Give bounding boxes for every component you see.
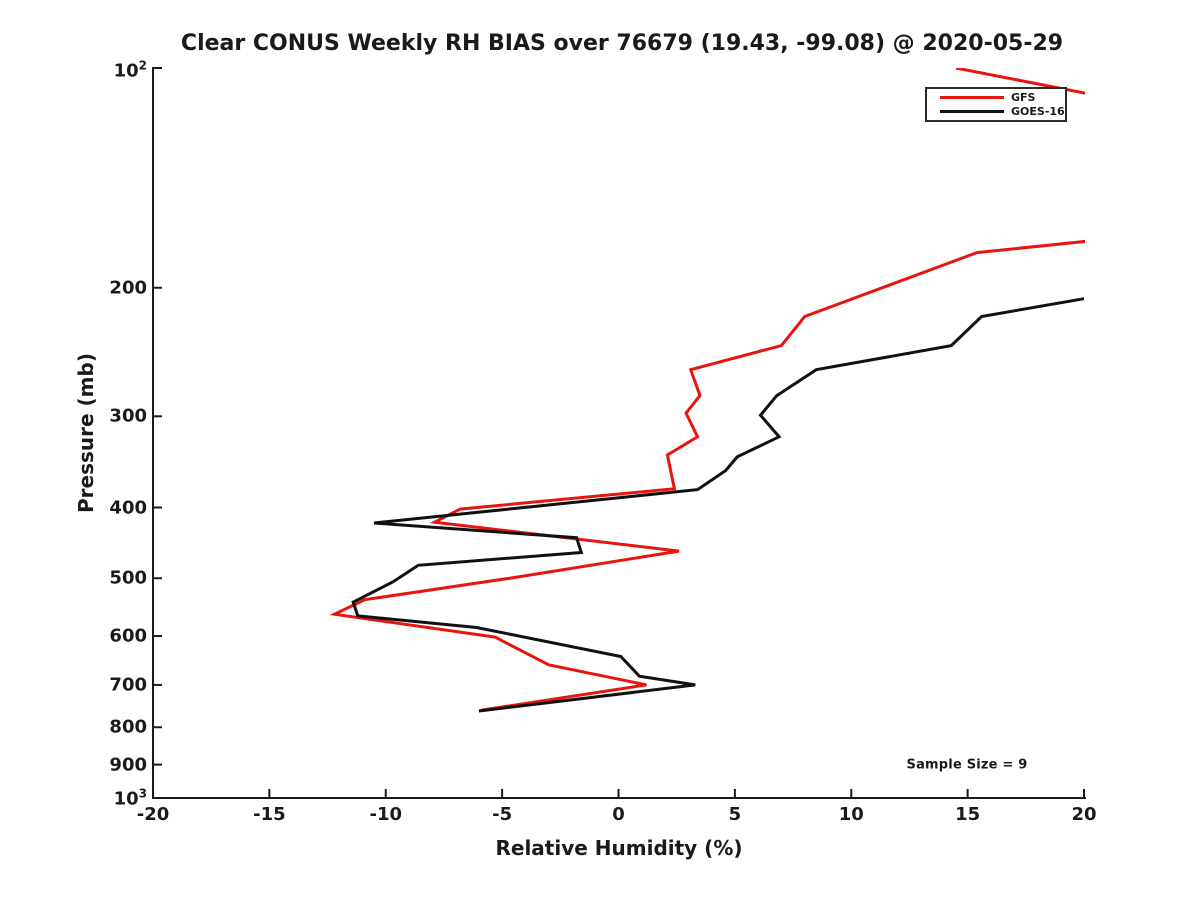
y-tick-label: 103	[113, 786, 147, 810]
sample-size-note: Sample Size = 9	[906, 757, 1028, 773]
x-tick-label: -15	[253, 804, 286, 825]
series-lines	[329, 68, 1085, 713]
x-tick-label: 20	[1071, 804, 1097, 825]
gfs-line-swatch	[940, 95, 1004, 99]
y-tick-label: 200	[109, 277, 147, 299]
x-axis-label: Relative Humidity (%)	[495, 836, 743, 860]
y-tick-label: 700	[109, 674, 147, 696]
y-tick-label: 102	[113, 58, 147, 82]
chart-title: Clear CONUS Weekly RH BIAS over 76679 (1…	[180, 31, 1064, 56]
y-tick-label: 500	[109, 567, 147, 589]
y-tick-label: 400	[109, 497, 147, 518]
legend-label-gfs: GFS	[1011, 90, 1036, 104]
y-tick-label: 900	[109, 754, 147, 776]
gfs-line	[329, 68, 1085, 712]
y-tick-label: 600	[109, 625, 147, 647]
x-tick-label: 15	[955, 804, 981, 825]
x-tick-label: -5	[492, 804, 513, 825]
goes16-line-swatch	[940, 110, 1004, 114]
legend-label-goes16: GOES-16	[1011, 105, 1065, 119]
x-tick-label: -20	[136, 804, 170, 825]
x-tick-label: 0	[612, 804, 625, 825]
x-tick-label: 5	[728, 804, 742, 825]
y-tick-label: 800	[109, 716, 147, 738]
goes16-line	[351, 297, 1085, 713]
x-tick-label: 10	[838, 804, 864, 825]
legend: GFS GOES-16	[925, 87, 1067, 122]
axes	[152, 67, 1086, 799]
legend-item-gfs: GFS	[940, 90, 1061, 104]
x-tick-label: -10	[369, 804, 403, 825]
y-tick-label: 300	[109, 405, 147, 427]
y-axis-label: Pressure (mb)	[74, 353, 98, 513]
legend-item-goes16: GOES-16	[940, 105, 1065, 119]
